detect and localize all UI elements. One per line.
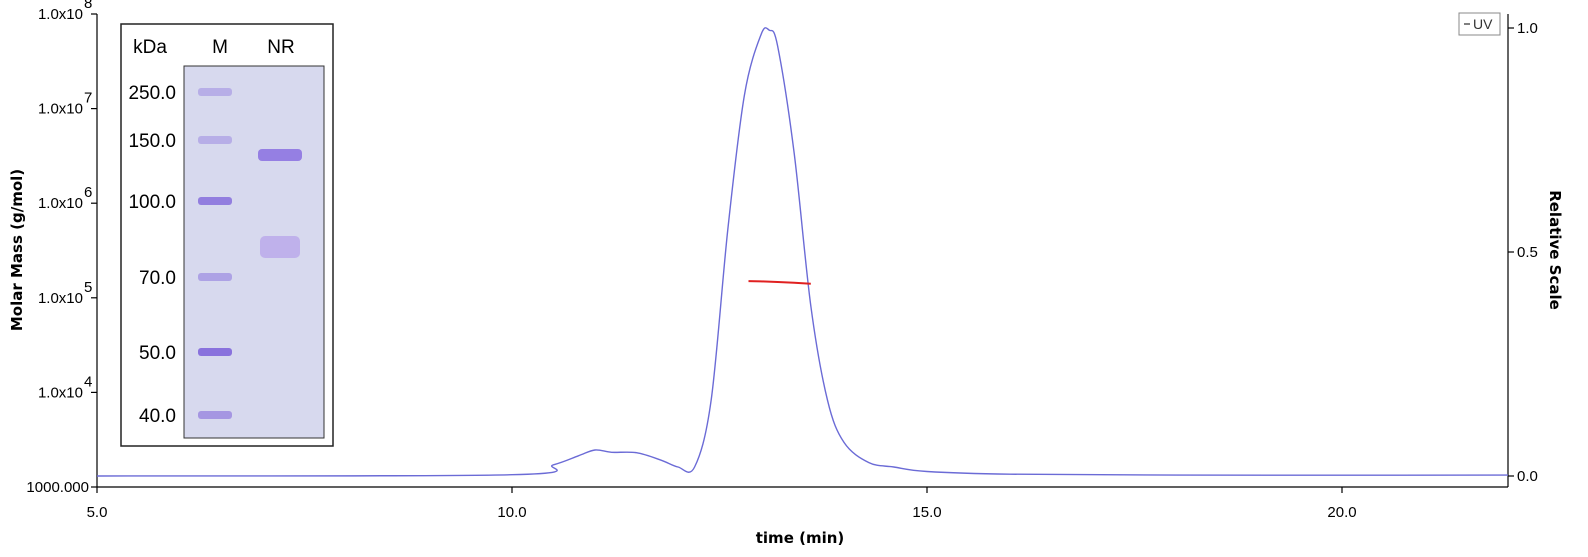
gel-marker-label: 50.0 [139,343,176,364]
gel-marker-label: 70.0 [139,268,176,289]
gel-marker-label: 40.0 [139,406,176,427]
x-tick-label: 20.0 [1327,504,1356,521]
gel-marker-group: 250.0 150.0 100.0 70.0 50.0 40.0 [128,83,232,427]
y-left-tick-label: 1.0x10 [38,290,83,307]
gel-band-nr-lower [260,236,300,258]
axes [96,14,1509,488]
x-tick-group: 5.0 10.0 15.0 20.0 [87,487,1357,521]
legend-label-uv: UV [1473,16,1493,32]
gel-header-nr: NR [267,37,294,58]
series-layer [96,27,1509,477]
y-left-tick-exponent: 7 [84,90,92,107]
gel-marker-band [198,197,232,205]
gel-marker-band [198,88,232,96]
gel-marker-label: 250.0 [128,83,176,104]
y-left-axis-title: Molar Mass (g/mol) [8,169,26,331]
gel-header-marker: M [212,37,228,58]
series-line-molar-mass [748,280,811,285]
y-right-tick-label: 0.0 [1517,468,1538,485]
gel-header-kda: kDa [133,37,167,58]
gel-inset: kDa M NR 250.0 150.0 100.0 70.0 50.0 40.0 [120,23,334,447]
gel-band-nr-main [258,149,302,161]
gel-marker-label: 150.0 [128,131,176,152]
series-line-uv [96,27,1509,477]
y-right-tick-label: 0.5 [1517,244,1538,261]
gel-image [183,65,325,439]
y-left-tick-group: 1.0x1081.0x1071.0x1061.0x1051.0x1041000.… [26,0,97,496]
y-left-tick-exponent: 5 [84,279,92,296]
y-left-tick-label: 1.0x10 [38,6,83,23]
y-left-tick-exponent: 8 [84,0,92,12]
x-tick-label: 15.0 [912,504,941,521]
y-left-tick-label: 1.0x10 [38,101,83,118]
y-right-tick-group: 1.0 0.5 0.0 [1508,20,1538,485]
x-tick-label: 5.0 [87,504,108,521]
x-axis-title: time (min) [756,529,845,547]
gel-marker-band [198,348,232,356]
y-right-tick-label: 1.0 [1517,20,1538,37]
legend: UV [1458,12,1501,36]
gel-marker-band [198,136,232,144]
y-left-tick-exponent: 6 [84,184,92,201]
x-tick-label: 10.0 [497,504,526,521]
y-left-tick-label: 1.0x10 [38,195,83,212]
gel-marker-label: 100.0 [128,192,176,213]
y-left-tick-label: 1000.000 [26,479,89,496]
y-left-tick-label: 1.0x10 [38,384,83,401]
y-right-axis-title: Relative Scale [1546,190,1564,310]
gel-marker-band [198,273,232,281]
legend-box [1458,12,1501,36]
y-left-tick-exponent: 4 [84,373,92,390]
gel-marker-band [198,411,232,419]
